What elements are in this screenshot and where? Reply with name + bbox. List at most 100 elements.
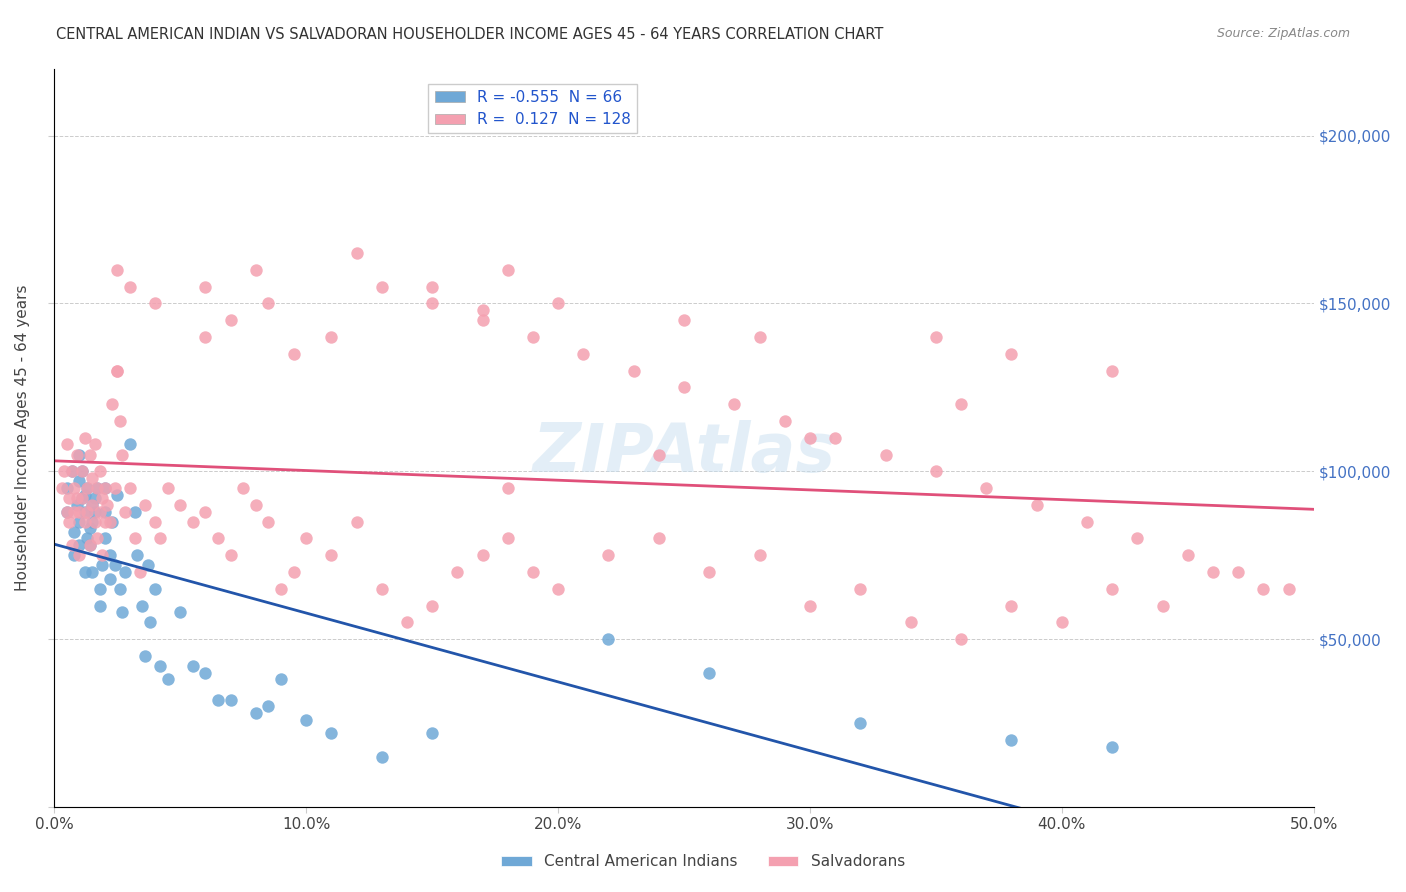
Point bbox=[58, 515, 80, 529]
Point bbox=[98, 572, 121, 586]
Point bbox=[89, 464, 111, 478]
Point bbox=[371, 749, 394, 764]
Point bbox=[89, 582, 111, 596]
Point bbox=[346, 246, 368, 260]
Point bbox=[80, 498, 103, 512]
Point bbox=[346, 515, 368, 529]
Point bbox=[194, 505, 217, 519]
Point bbox=[104, 481, 127, 495]
Point bbox=[86, 481, 108, 495]
Point bbox=[194, 279, 217, 293]
Point bbox=[648, 532, 671, 546]
Point bbox=[91, 491, 114, 505]
Point bbox=[420, 726, 443, 740]
Point bbox=[76, 505, 98, 519]
Point bbox=[232, 481, 254, 495]
Point bbox=[219, 313, 242, 327]
Point bbox=[80, 498, 103, 512]
Point bbox=[496, 532, 519, 546]
Point bbox=[93, 515, 115, 529]
Point bbox=[1227, 565, 1250, 579]
Point bbox=[91, 548, 114, 562]
Point bbox=[105, 363, 128, 377]
Point bbox=[950, 397, 973, 411]
Point bbox=[127, 548, 149, 562]
Point bbox=[96, 498, 118, 512]
Point bbox=[420, 279, 443, 293]
Point bbox=[1202, 565, 1225, 579]
Point bbox=[80, 515, 103, 529]
Point bbox=[134, 498, 156, 512]
Point bbox=[76, 481, 98, 495]
Point bbox=[73, 565, 96, 579]
Point bbox=[1277, 582, 1299, 596]
Point bbox=[139, 615, 162, 630]
Point bbox=[371, 582, 394, 596]
Point bbox=[270, 582, 292, 596]
Text: CENTRAL AMERICAN INDIAN VS SALVADORAN HOUSEHOLDER INCOME AGES 45 - 64 YEARS CORR: CENTRAL AMERICAN INDIAN VS SALVADORAN HO… bbox=[56, 27, 883, 42]
Point bbox=[420, 296, 443, 310]
Point bbox=[83, 505, 105, 519]
Point bbox=[79, 521, 101, 535]
Point bbox=[105, 263, 128, 277]
Point bbox=[80, 565, 103, 579]
Point bbox=[98, 548, 121, 562]
Point bbox=[598, 632, 620, 647]
Point bbox=[69, 475, 91, 489]
Point bbox=[673, 313, 696, 327]
Point bbox=[194, 330, 217, 344]
Point bbox=[69, 515, 91, 529]
Point bbox=[849, 716, 872, 731]
Point bbox=[1152, 599, 1174, 613]
Point bbox=[70, 491, 93, 505]
Point bbox=[143, 515, 166, 529]
Point bbox=[257, 515, 280, 529]
Point bbox=[156, 481, 179, 495]
Point bbox=[547, 582, 569, 596]
Point bbox=[60, 464, 83, 478]
Point bbox=[89, 505, 111, 519]
Point bbox=[598, 548, 620, 562]
Point bbox=[69, 538, 91, 552]
Point bbox=[194, 665, 217, 680]
Point bbox=[207, 692, 229, 706]
Point bbox=[824, 431, 846, 445]
Point bbox=[108, 414, 131, 428]
Point bbox=[105, 488, 128, 502]
Point bbox=[66, 448, 89, 462]
Point bbox=[60, 538, 83, 552]
Point bbox=[219, 692, 242, 706]
Point bbox=[270, 673, 292, 687]
Point bbox=[697, 665, 720, 680]
Legend: R = -0.555  N = 66, R =  0.127  N = 128: R = -0.555 N = 66, R = 0.127 N = 128 bbox=[429, 84, 637, 134]
Legend: Central American Indians, Salvadorans: Central American Indians, Salvadorans bbox=[495, 848, 911, 875]
Point bbox=[522, 330, 544, 344]
Text: Source: ZipAtlas.com: Source: ZipAtlas.com bbox=[1216, 27, 1350, 40]
Point bbox=[56, 505, 79, 519]
Point bbox=[70, 464, 93, 478]
Point bbox=[104, 558, 127, 573]
Point bbox=[118, 481, 141, 495]
Point bbox=[207, 532, 229, 546]
Point bbox=[86, 532, 108, 546]
Point bbox=[1101, 739, 1123, 754]
Point bbox=[1126, 532, 1149, 546]
Point bbox=[63, 548, 86, 562]
Point bbox=[799, 599, 821, 613]
Point bbox=[93, 481, 115, 495]
Point bbox=[522, 565, 544, 579]
Point bbox=[73, 488, 96, 502]
Point bbox=[925, 464, 948, 478]
Point bbox=[66, 491, 89, 505]
Point bbox=[134, 648, 156, 663]
Point bbox=[295, 713, 318, 727]
Point bbox=[1000, 732, 1022, 747]
Point bbox=[79, 538, 101, 552]
Point bbox=[83, 515, 105, 529]
Point bbox=[446, 565, 468, 579]
Point bbox=[471, 548, 494, 562]
Point bbox=[114, 505, 136, 519]
Point bbox=[496, 481, 519, 495]
Point bbox=[66, 498, 89, 512]
Point bbox=[69, 448, 91, 462]
